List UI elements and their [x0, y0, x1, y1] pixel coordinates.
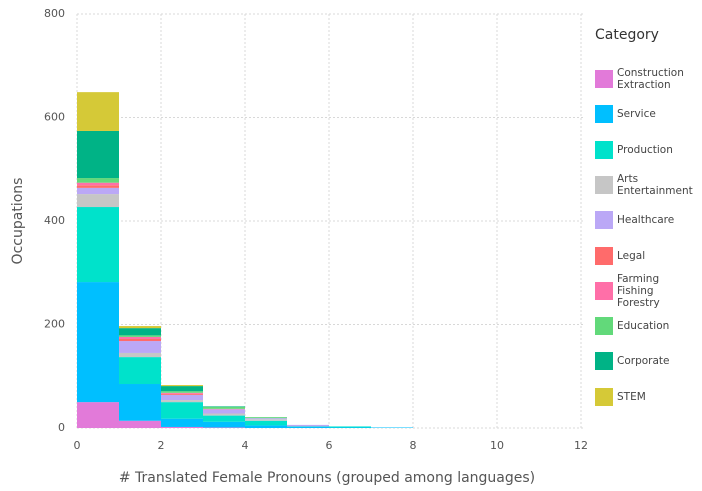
bar-segment	[287, 424, 329, 427]
legend-label: STEM	[617, 390, 646, 403]
bar-segment	[203, 408, 245, 410]
bar-segment	[119, 357, 161, 385]
legend-swatch	[595, 352, 613, 371]
x-tick-label: 4	[242, 439, 249, 452]
bar-segment	[77, 92, 119, 131]
bar-segment	[77, 185, 119, 188]
bar-segment	[119, 341, 161, 353]
legend-item: Farming Fishing Forestry	[595, 273, 660, 309]
x-tick-label: 2	[158, 439, 165, 452]
bar-segment	[161, 394, 203, 401]
bar-segment	[371, 427, 413, 428]
y-tick-label: 400	[44, 214, 65, 227]
legend-item: Service	[595, 104, 656, 124]
legend-label: Corporate	[617, 355, 670, 368]
legend-label: Farming Fishing Forestry	[617, 272, 660, 309]
bar-segment	[77, 178, 119, 183]
x-axis-label: # Translated Female Pronouns (grouped am…	[119, 470, 535, 486]
legend-item: Healthcare	[595, 210, 674, 230]
y-axis-label: Occupations	[10, 178, 26, 265]
bar-segment	[245, 425, 287, 428]
legend-swatch	[595, 140, 613, 159]
bar-segment	[119, 335, 161, 337]
legend-swatch	[595, 70, 613, 88]
x-tick-label: 6	[326, 439, 333, 452]
bar-segment	[119, 352, 161, 358]
y-tick-label: 800	[44, 7, 65, 20]
bar-segment	[203, 409, 245, 414]
bar-segment	[161, 400, 203, 403]
bar-segment	[119, 328, 161, 336]
legend-label: Legal	[617, 249, 646, 262]
legend-label: Arts Entertainment	[617, 172, 693, 197]
y-tick-label: 600	[44, 111, 65, 124]
legend-label: Healthcare	[617, 214, 675, 227]
legend-swatch	[595, 175, 613, 194]
bar-segment	[77, 187, 119, 195]
bar-segment	[119, 384, 161, 421]
bar-segment	[245, 420, 287, 426]
bar-segment	[203, 406, 245, 407]
bar-segment	[245, 419, 287, 421]
legend-swatch	[595, 211, 613, 230]
x-tick-label: 8	[410, 439, 417, 452]
bar-segment	[77, 194, 119, 208]
x-tick-label: 0	[74, 439, 81, 452]
bar-segment	[203, 415, 245, 422]
legend-item: Production	[595, 140, 673, 160]
legend-item: Arts Entertainment	[595, 172, 693, 197]
bar-segment	[161, 393, 203, 395]
bar-segment	[161, 426, 203, 428]
legend-item: Construction Extraction	[595, 67, 684, 91]
bar-segment	[161, 386, 203, 392]
bar-segment	[203, 413, 245, 416]
legend-label: Education	[617, 320, 670, 333]
bar-segment	[329, 426, 371, 428]
legend-item: STEM	[595, 387, 646, 407]
legend-label: Construction Extraction	[617, 67, 684, 91]
bar-segment	[77, 282, 119, 403]
bar-segment	[245, 417, 287, 419]
y-tick-label: 200	[44, 318, 65, 331]
legend-swatch	[595, 246, 613, 265]
bar-segment	[203, 406, 245, 409]
bar-segment	[245, 418, 287, 420]
bar-segment	[161, 402, 203, 419]
bar-segment	[203, 427, 245, 428]
legend-item: Legal	[595, 246, 645, 266]
bar-segment	[287, 426, 329, 427]
bar-segment	[119, 420, 161, 428]
x-tick-label: 12	[574, 439, 588, 452]
y-tick-label: 0	[58, 421, 65, 434]
bar-segment	[77, 207, 119, 283]
legend-item: Education	[595, 316, 669, 336]
bar-segment	[161, 418, 203, 427]
legend-label: Production	[617, 143, 673, 156]
legend-swatch	[595, 281, 613, 300]
legend-swatch	[595, 317, 613, 336]
bar-segment	[77, 182, 119, 186]
bar-segment	[203, 421, 245, 428]
bar-segment	[77, 402, 119, 428]
x-tick-label: 10	[490, 439, 504, 452]
bar-segment	[119, 336, 161, 339]
bar-segment	[329, 427, 371, 428]
bar-segment	[119, 338, 161, 342]
legend-swatch	[595, 387, 613, 406]
bar-segment	[77, 130, 119, 179]
bar-segment	[161, 391, 203, 393]
legend-swatch	[595, 105, 613, 124]
bar-segment	[119, 326, 161, 329]
legend-label: Service	[617, 108, 656, 121]
legend-title: Category	[595, 27, 659, 43]
bar-segment	[287, 426, 329, 428]
bar-segment	[161, 392, 203, 394]
legend-item: Corporate	[595, 351, 670, 371]
bar-segment	[161, 385, 203, 387]
